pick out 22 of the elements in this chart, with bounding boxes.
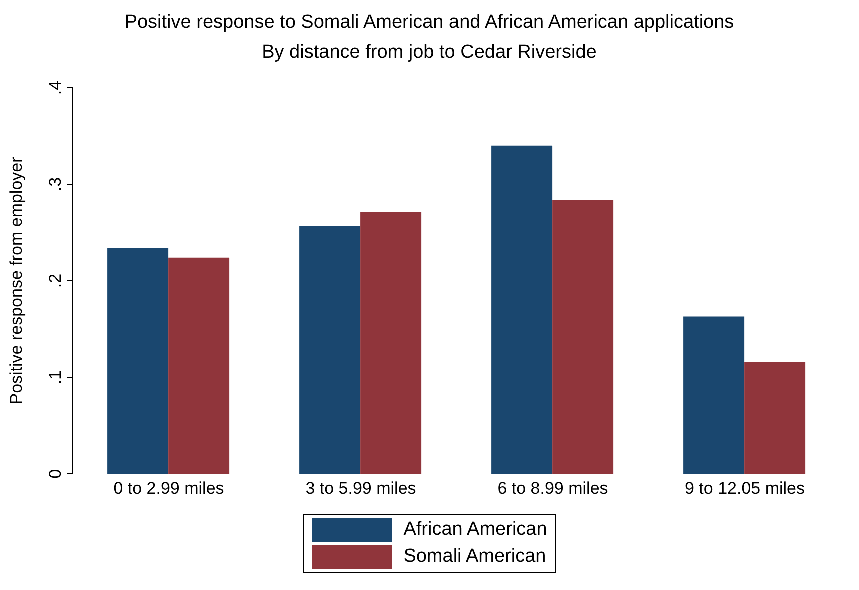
bar — [168, 258, 230, 474]
x-tick-label: 3 to 5.99 miles — [306, 479, 416, 498]
bar — [552, 200, 614, 474]
y-tick-label: 0 — [46, 469, 65, 479]
bar — [684, 316, 745, 474]
bar — [300, 226, 361, 474]
y-tick-label: .3 — [46, 177, 65, 192]
x-tick-label: 0 to 2.99 miles — [114, 479, 224, 498]
bar — [108, 248, 169, 474]
chart-subtitle: By distance from job to Cedar Riverside — [261, 41, 598, 65]
y-tick-label: .4 — [46, 80, 65, 96]
bar — [744, 362, 806, 474]
bar — [360, 212, 422, 474]
y-axis-title: Positive response from employer — [7, 156, 26, 405]
bar — [492, 146, 553, 474]
legend-label: Somali American — [404, 546, 546, 568]
chart-title: Positive response to Somali American and African American applications — [124, 11, 736, 35]
y-tick-label: .1 — [46, 370, 65, 385]
x-tick-label: 9 to 12.05 miles — [684, 479, 806, 498]
legend-label: African American — [404, 519, 548, 541]
x-tick-label: 6 to 8.99 miles — [498, 479, 608, 498]
y-tick-label: .2 — [46, 274, 65, 288]
